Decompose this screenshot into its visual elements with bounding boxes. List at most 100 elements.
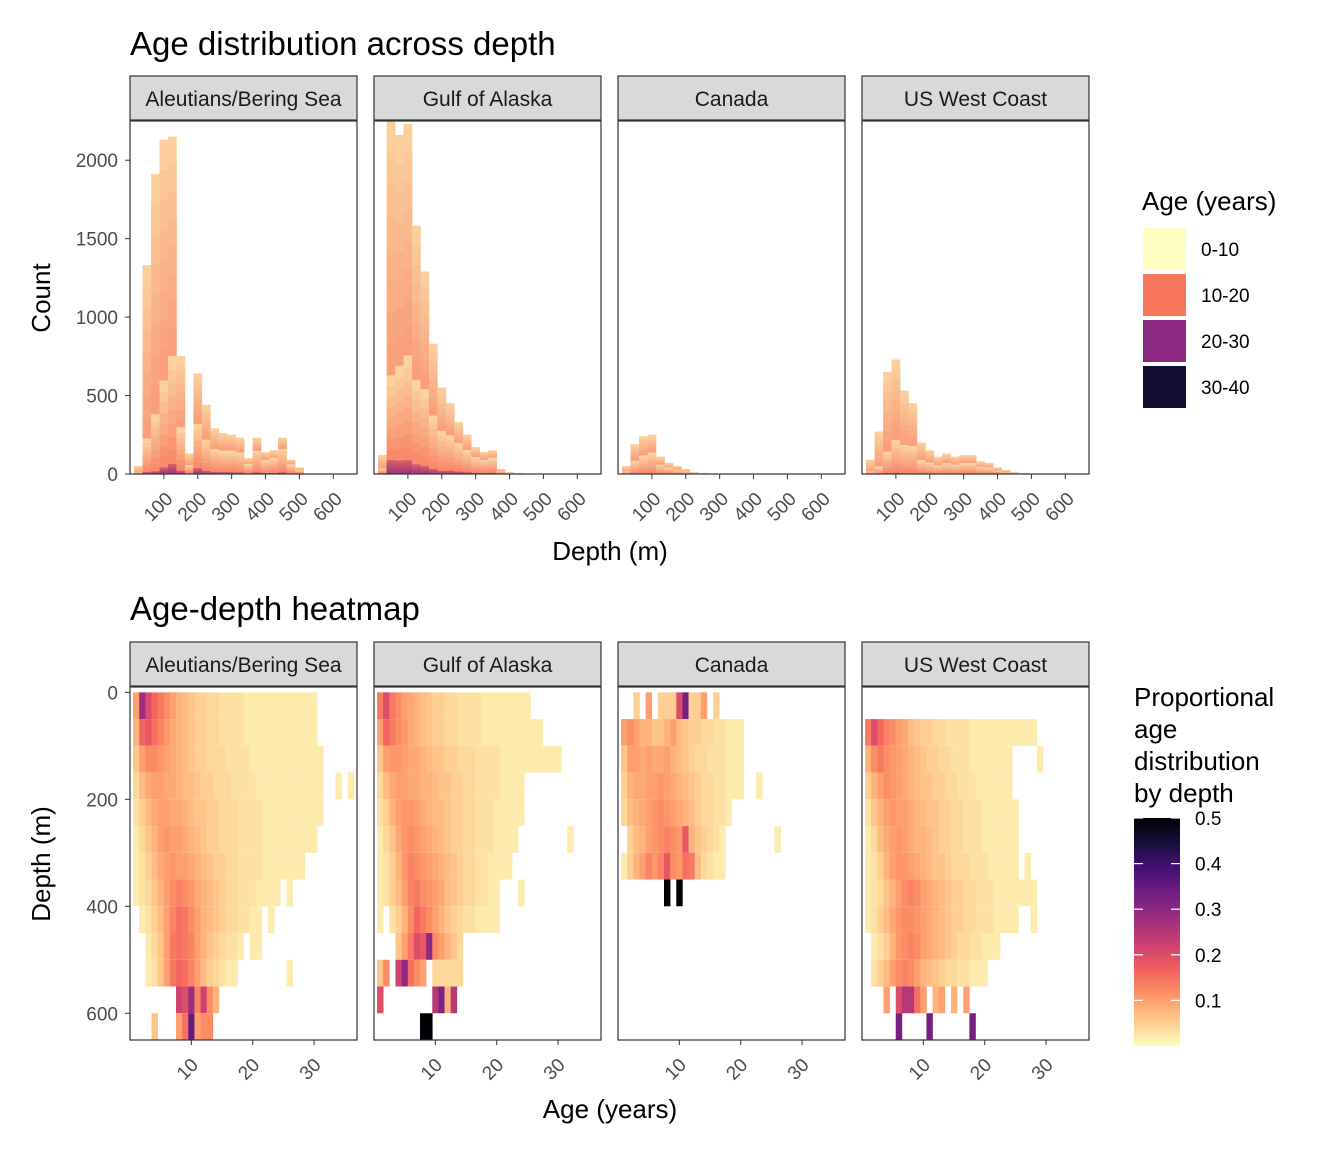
- heat-cell-age26-225m: [286, 799, 293, 827]
- bar-segment-10-20-325m: [479, 466, 489, 469]
- heat-cell-age17-425m: [475, 906, 482, 934]
- heat-cell-age1-25m: [377, 692, 384, 720]
- panel-border: [861, 120, 1090, 475]
- heat-cell-age10-175m: [676, 772, 683, 800]
- bar-segment-10-20-50m: [142, 442, 152, 448]
- heat-cell-age8-575m: [176, 986, 183, 1014]
- bar-segment-10-20-75m: [395, 448, 404, 461]
- bar-segment-0-10-275m: [462, 445, 472, 448]
- heat-cell-age7-125m: [657, 745, 665, 773]
- age-legend-title: Age (years): [1142, 186, 1276, 216]
- heat-cell-age26-125m: [530, 745, 537, 773]
- bar-segment-10-20-275m: [462, 463, 472, 467]
- bar-segment-10-20-100m: [647, 452, 657, 456]
- heat-cell-age1-325m: [377, 852, 384, 880]
- heat-cell-age5-125m: [645, 745, 653, 773]
- bar-segment-20-30-100m: [403, 470, 413, 473]
- facet-label: Gulf of Alaska: [423, 654, 553, 677]
- bar-segment-0-10-150m: [420, 359, 430, 375]
- heat-cell-age24-275m: [274, 826, 281, 853]
- bar-segment-10-20-225m: [445, 465, 455, 471]
- heat-cell-age20-325m: [981, 852, 989, 880]
- heat-cell-age29-125m: [1036, 745, 1044, 773]
- heat-cell-age12-525m: [444, 959, 451, 987]
- heat-cell-age8-325m: [908, 852, 915, 880]
- bar-segment-10-20-200m: [193, 445, 203, 452]
- bar-segment-0-10-175m: [916, 455, 926, 458]
- bar-segment-10-20-300m: [227, 469, 237, 473]
- bar-segment-0-10-50m: [142, 265, 152, 288]
- bar-segment-10-20-150m: [176, 426, 186, 433]
- bar-segment-0-10-125m: [411, 302, 421, 323]
- colorbar-tick-label: 0.2: [1195, 946, 1221, 967]
- heat-cell-age12-175m: [932, 772, 939, 800]
- bar-segment-10-20-250m: [942, 466, 952, 469]
- heat-cell-age27-125m: [536, 745, 544, 773]
- heat-cell-age6-475m: [163, 933, 171, 960]
- bar-segment-0-10-250m: [942, 461, 952, 463]
- bar-segment-0-10-50m: [386, 152, 396, 185]
- heat-cell-age9-275m: [914, 826, 921, 853]
- heat-cell-age14-25m: [700, 692, 708, 720]
- bar-segment-20-30-125m: [167, 464, 177, 467]
- bar-segment-0-10-25m: [134, 466, 143, 468]
- bar-segment-0-10-25m: [866, 469, 875, 472]
- bar-segment-0-10-175m: [428, 370, 438, 380]
- x-tick-label: 10: [417, 1055, 447, 1085]
- heat-cell-age21-475m: [987, 933, 995, 960]
- heat-cell-age5-125m: [889, 745, 897, 773]
- bar-segment-10-20-75m: [395, 365, 404, 378]
- heat-cell-age25-275m: [280, 826, 287, 853]
- heat-cell-age20-375m: [493, 879, 501, 907]
- heat-cell-age17-175m: [231, 772, 238, 800]
- bar-segment-0-10-50m: [874, 435, 884, 441]
- heat-cell-age18-75m: [969, 719, 976, 746]
- y-tick-label: 1500: [76, 230, 118, 251]
- bar-segment-0-10-200m: [437, 403, 447, 410]
- bar-segment-0-10-50m: [630, 456, 640, 459]
- bar-segment-10-20-125m: [167, 355, 177, 370]
- heat-cell-age5-175m: [401, 772, 409, 800]
- heat-cell-age2-25m: [139, 692, 146, 720]
- bar-segment-10-20-50m: [630, 463, 640, 466]
- y-tick-label: 0: [107, 465, 118, 486]
- heat-cell-age5-375m: [889, 879, 897, 907]
- bar-segment-10-20-50m: [142, 455, 152, 460]
- bar-segment-0-10-250m: [210, 436, 220, 439]
- heat-cell-age8-575m: [908, 986, 915, 1014]
- heat-cell-age19-75m: [975, 719, 982, 746]
- heat-cell-age6-475m: [407, 933, 415, 960]
- bar-segment-10-20-350m: [488, 465, 497, 468]
- bar-segment-10-20-475m: [286, 465, 296, 467]
- bar-segment-0-10-100m: [403, 268, 413, 298]
- heat-cell-age10-25m: [188, 692, 195, 720]
- heat-cell-age12-325m: [932, 852, 939, 880]
- heat-cell-age17-175m: [719, 772, 726, 800]
- heat-cell-age10-25m: [676, 692, 683, 720]
- heat-cell-age30-225m: [310, 799, 318, 827]
- colorbar: [1134, 818, 1180, 1046]
- heat-cell-age7-275m: [169, 826, 177, 853]
- bar-segment-0-10-450m: [278, 441, 287, 444]
- bar-segment-10-20-300m: [471, 470, 481, 473]
- heat-cell-age7-25m: [657, 692, 665, 720]
- heat-cell-age3-225m: [145, 799, 152, 827]
- heat-cell-age9-225m: [670, 799, 677, 827]
- heat-cell-age25-225m: [280, 799, 287, 827]
- heat-cell-age19-175m: [243, 772, 250, 800]
- heat-cell-age3-125m: [145, 745, 152, 773]
- heat-cell-age12-25m: [200, 692, 207, 720]
- heat-cell-age16-175m: [469, 772, 476, 800]
- heat-cell-age26-275m: [774, 826, 781, 853]
- bar-segment-10-20-100m: [891, 439, 901, 444]
- bar-segment-0-10-275m: [462, 434, 472, 437]
- panel-border: [617, 120, 846, 475]
- heat-cell-age24-175m: [1006, 772, 1013, 800]
- bar-segment-10-20-425m: [269, 466, 279, 470]
- bar-segment-0-10-125m: [167, 328, 177, 357]
- heat-cell-age2-125m: [139, 745, 146, 773]
- bar-segment-0-10-450m: [278, 439, 287, 441]
- heat-cell-age14-475m: [456, 933, 464, 960]
- heat-cell-age11-275m: [926, 826, 933, 853]
